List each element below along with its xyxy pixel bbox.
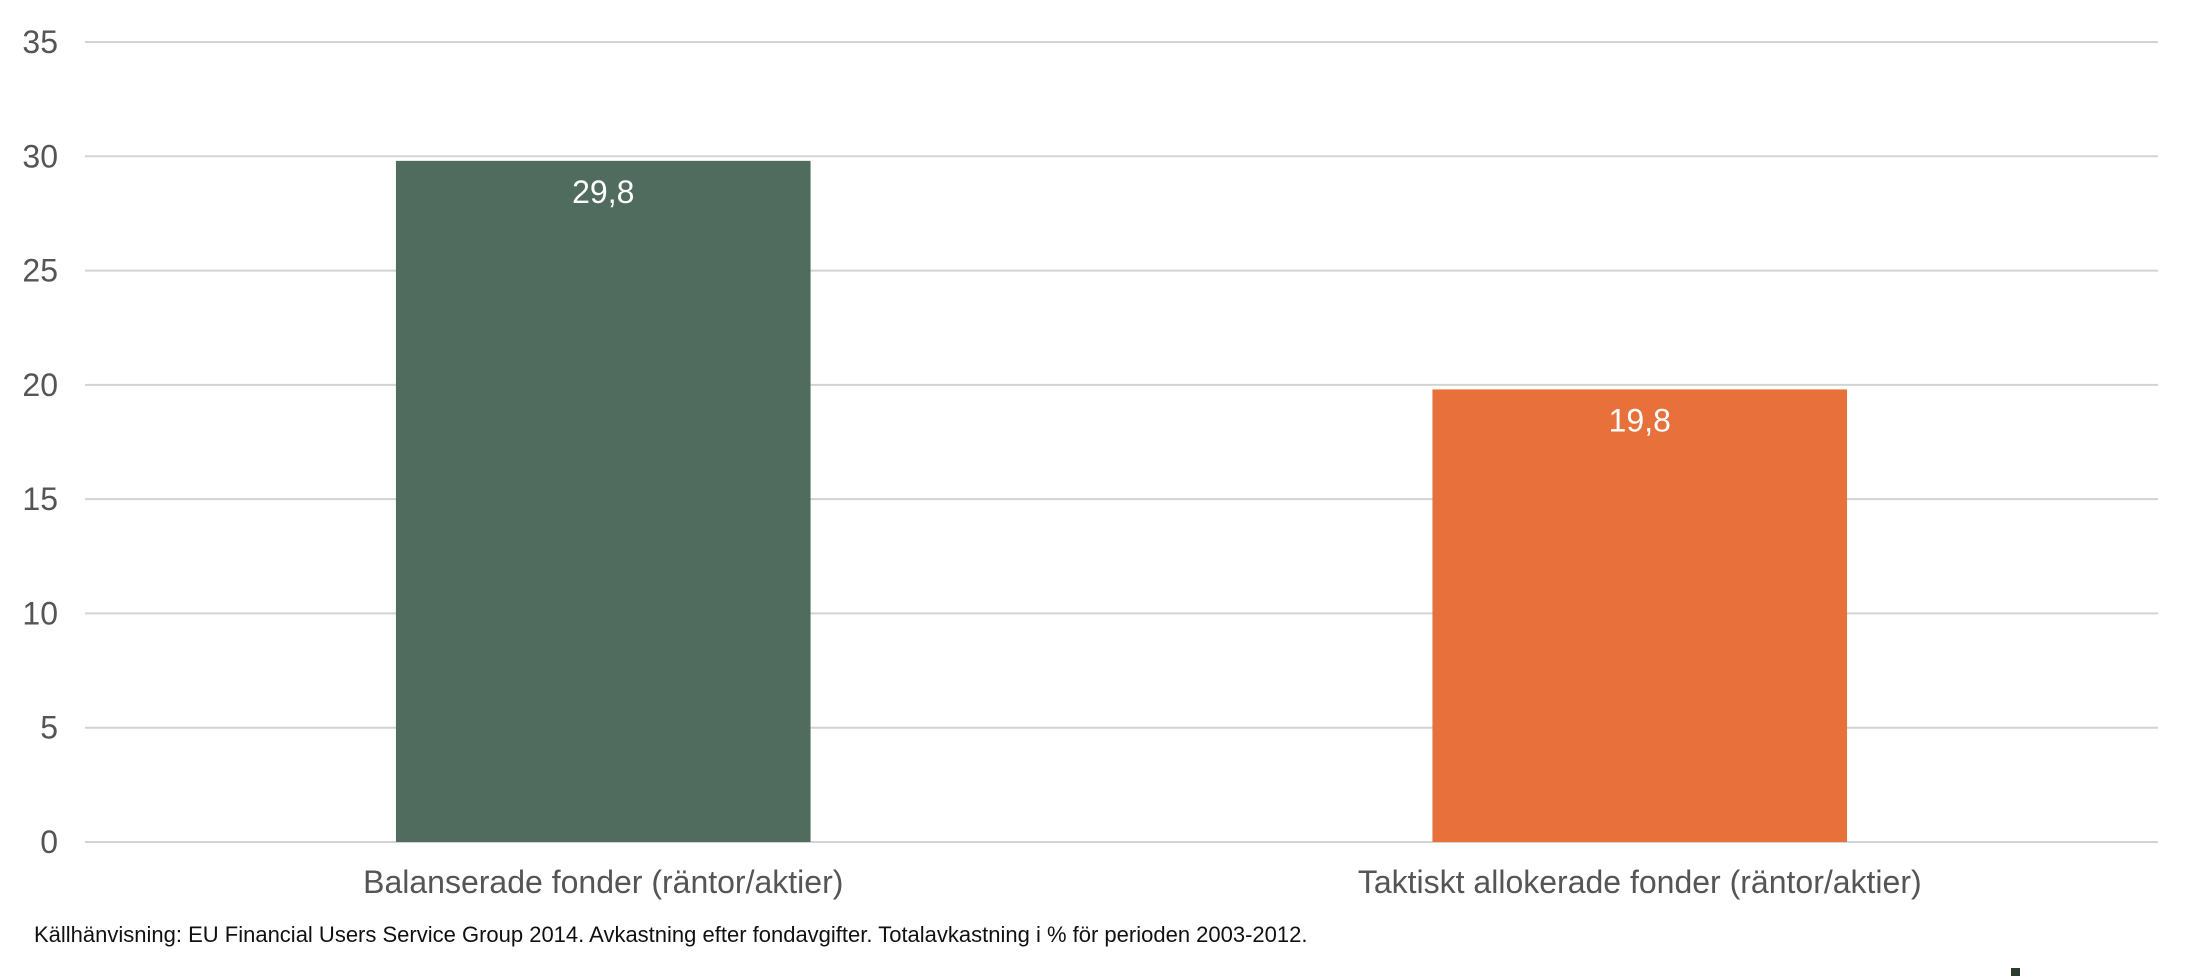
y-tick-label: 25 <box>22 253 58 289</box>
source-footnote: Källhänvisning: EU Financial Users Servi… <box>34 922 1308 947</box>
bar-1 <box>395 160 811 842</box>
y-tick-label: 0 <box>40 824 58 860</box>
logo-fragment <box>2011 968 2020 976</box>
y-tick-label: 10 <box>22 595 58 631</box>
y-axis-ticks: 0 5 10 15 20 25 30 35 <box>22 24 58 860</box>
y-tick-label: 35 <box>22 24 58 60</box>
category-label: Balanserade fonder (räntor/aktier) <box>363 864 843 900</box>
bar-2 <box>1432 389 1848 842</box>
y-tick-label: 5 <box>40 710 58 746</box>
data-labels: 29,8 19,8 <box>572 174 1671 439</box>
bar-value-label: 29,8 <box>572 174 634 210</box>
y-tick-label: 20 <box>22 367 58 403</box>
bar-value-label: 19,8 <box>1609 402 1671 438</box>
y-tick-label: 15 <box>22 481 58 517</box>
x-axis-categories: Balanserade fonder (räntor/aktier) Taktis… <box>363 864 1922 900</box>
category-label: Taktiskt allokerade fonder (räntor/aktie… <box>1358 864 1922 900</box>
y-tick-label: 30 <box>22 138 58 174</box>
bars <box>395 160 1848 842</box>
